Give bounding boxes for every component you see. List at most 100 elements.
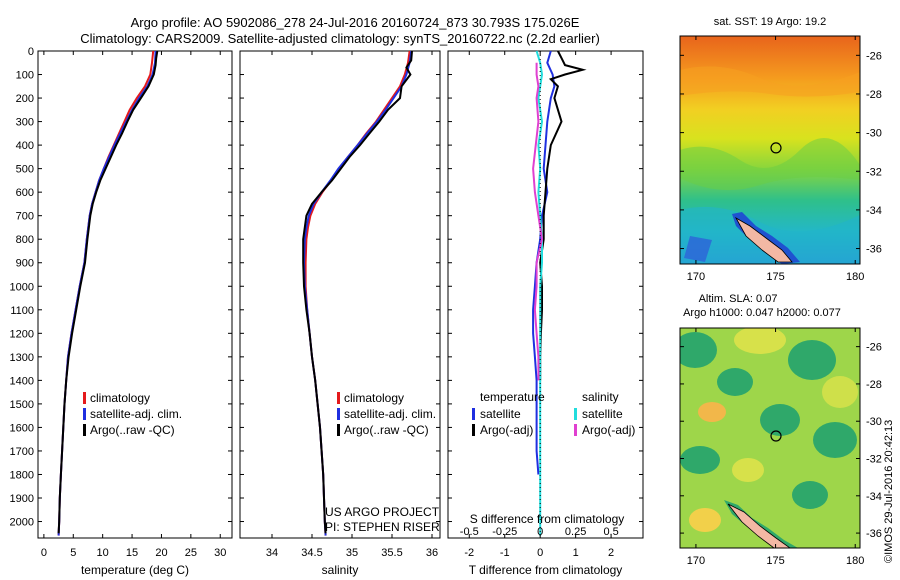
x-tick-label: 20: [155, 547, 167, 559]
x-tick-label: 0: [537, 547, 543, 559]
depth-tick-label: 900: [16, 258, 34, 270]
depth-tick-label: 1500: [10, 399, 34, 411]
legend-title-salinity: salinity: [582, 390, 619, 404]
x-tick-label: -2: [464, 547, 474, 559]
x-tick-label: 34.5: [301, 547, 322, 559]
header-line1: Argo profile: AO 5902086_278 24-Jul-2016…: [131, 15, 580, 30]
legend-label: climatology: [90, 391, 150, 405]
legend-label: Argo(-adj): [582, 423, 635, 437]
legend-title-temperature: temperature: [480, 390, 545, 404]
series-line-1: [57, 50, 157, 536]
map-y-tick-label: -30: [866, 128, 882, 140]
nz-land-sla: [727, 503, 791, 548]
legend-label: Argo(..raw -QC): [90, 423, 175, 437]
legend-label: climatology: [344, 391, 404, 405]
nz-land: [734, 216, 793, 263]
depth-tick-label: 100: [16, 70, 34, 82]
legend-label: satellite: [480, 407, 521, 421]
x-tick-label: 25: [185, 547, 197, 559]
sla-map-title: Altim. SLA: 0.07: [699, 293, 778, 305]
x-tick-label: 15: [126, 547, 138, 559]
x-tick-label: 35: [346, 547, 358, 559]
salinity-panel: 34 34.5 35 35.5 36 salinity climatology satelli…: [239, 50, 441, 577]
legend-label: satellite-adj. clim.: [344, 407, 436, 421]
depth-tick-label: 200: [16, 93, 34, 105]
x-axis-label: T difference from climatology: [469, 563, 623, 577]
depth-tick-label: 1400: [10, 375, 34, 387]
series-line-2: [57, 50, 159, 534]
depth-tick-label: 1000: [10, 281, 34, 293]
sst-map-title: sat. SST: 19 Argo: 19.2: [714, 16, 827, 28]
legend-swatch: [574, 424, 577, 436]
depth-tick-label: 1300: [10, 352, 34, 364]
plot-frame: [447, 50, 644, 539]
project-line2: PI: STEPHEN RISER: [325, 520, 440, 534]
map-x-tick-label: 170: [687, 555, 705, 567]
map-y-tick-label: -26: [866, 50, 882, 62]
legend-swatch: [83, 424, 86, 436]
sst-map-axes: 170 175 180 -26 -28 -30 -32 -34 -36: [680, 36, 882, 283]
plot-frame: [37, 50, 233, 539]
map-y-tick-label: -36: [866, 244, 882, 256]
x-tick-label: 1: [573, 547, 579, 559]
x-tick-label: 35.5: [381, 547, 402, 559]
sst-map: sat. SST: 19 Argo: 19.2 170 175 180 -26 -28 -…: [679, 16, 882, 283]
plot-frame: [239, 50, 441, 539]
x-tick-label: 36: [426, 547, 438, 559]
x-tick-label: 10: [97, 547, 109, 559]
map-y-tick-label: -32: [866, 454, 882, 466]
depth-tick-label: 500: [16, 164, 34, 176]
depth-tick-label: 400: [16, 140, 34, 152]
legend-swatch: [472, 424, 475, 436]
depth-tick-label: 2000: [10, 517, 34, 529]
map-x-tick-label: 175: [766, 271, 784, 283]
header-line2: Climatology: CARS2009. Satellite-adjuste…: [80, 31, 600, 46]
x-tick-label: 34: [266, 547, 278, 559]
legend-label: satellite: [582, 407, 623, 421]
s-tick-label: 0.25: [565, 526, 586, 538]
s-axis-label: S difference from climatology: [470, 512, 625, 526]
legend-swatch: [337, 392, 340, 404]
series-line-0: [304, 50, 411, 536]
map-y-tick-label: -28: [866, 379, 882, 391]
sla-map-subtitle: Argo h1000: 0.047 h2000: 0.077: [683, 307, 841, 319]
argo-location-marker-sla: [770, 430, 782, 442]
depth-tick-label: 300: [16, 117, 34, 129]
depth-tick-label: 1700: [10, 446, 34, 458]
depth-tick-label: 800: [16, 234, 34, 246]
s-tick-label: -0.25: [492, 526, 517, 538]
legend-swatch: [574, 408, 577, 420]
sst-map-frame: [679, 35, 861, 265]
map-x-tick-label: 180: [846, 271, 864, 283]
series-line-2: [302, 50, 413, 534]
x-axis-label: salinity: [322, 563, 359, 577]
x-tick-label: 30: [214, 547, 226, 559]
sla-map-frame: [679, 327, 861, 549]
s-tick-label: -0.5: [460, 526, 479, 538]
depth-tick-label: 0: [28, 46, 34, 58]
legend-swatch: [83, 408, 86, 420]
map-x-tick-label: 170: [687, 271, 705, 283]
x-tick-label: -1: [500, 547, 510, 559]
series-line-1: [302, 50, 413, 536]
x-tick-label: 0: [41, 547, 47, 559]
s-tick-label: 0: [537, 526, 543, 538]
map-x-tick-label: 180: [846, 555, 864, 567]
map-y-tick-label: -28: [866, 89, 882, 101]
project-line1: US ARGO PROJECT: [325, 505, 440, 519]
legend-swatch: [337, 424, 340, 436]
series-line-3: [532, 62, 544, 381]
s-tick-label: 0.5: [603, 526, 618, 538]
depth-tick-label: 1100: [10, 305, 34, 317]
x-tick-label: 2: [608, 547, 614, 559]
legend-label: satellite-adj. clim.: [90, 407, 182, 421]
map-y-tick-label: -32: [866, 166, 882, 178]
legend-swatch: [472, 408, 475, 420]
depth-tick-label: 1600: [10, 422, 34, 434]
argo-location-marker-sst: [770, 142, 782, 154]
map-y-tick-label: -34: [866, 491, 882, 503]
legend-label: Argo(..raw -QC): [344, 423, 429, 437]
x-tick-label: 5: [70, 547, 76, 559]
depth-tick-label: 1800: [10, 469, 34, 481]
